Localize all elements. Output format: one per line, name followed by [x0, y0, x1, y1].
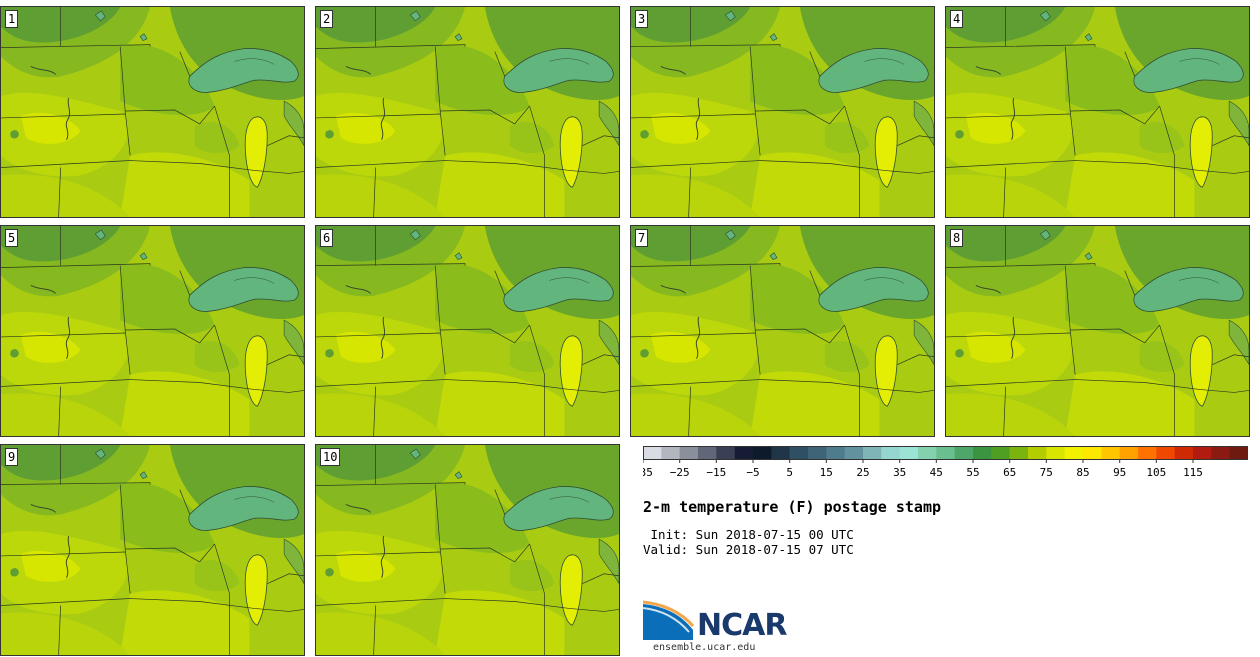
colorbar-tick-label: 65 — [1003, 466, 1016, 479]
colorbar-segment — [1211, 446, 1231, 460]
colorbar-segment — [1101, 446, 1121, 460]
colorbar-tick-label: 75 — [1040, 466, 1053, 479]
panel-number-label: 2 — [320, 10, 334, 28]
colorbar-tick-label: 15 — [820, 466, 833, 479]
colorbar-segment — [881, 446, 901, 460]
map-panel-3: 3 — [630, 6, 935, 218]
map-panel-9: 9 — [0, 444, 305, 656]
map-panel-1: 1 — [0, 6, 305, 218]
colorbar-tick-label: −5 — [746, 466, 759, 479]
colorbar-tick-label: 45 — [930, 466, 943, 479]
panel-number-label: 10 — [320, 448, 341, 466]
panel-number-label: 8 — [950, 229, 964, 247]
colorbar-segment — [1009, 446, 1029, 460]
colorbar-segment — [1046, 446, 1066, 460]
colorbar-segment — [734, 446, 754, 460]
colorbar-segment — [899, 446, 919, 460]
colorbar-tick-label: −15 — [706, 466, 726, 479]
colorbar-tick-label: 35 — [893, 466, 906, 479]
time-info: Init: Sun 2018-07-15 00 UTC Valid: Sun 20… — [643, 527, 854, 557]
colorbar-segment — [826, 446, 846, 460]
colorbar-segment — [1083, 446, 1102, 460]
map-panel-5: 5 — [0, 225, 305, 437]
colorbar-segment — [936, 446, 956, 460]
colorbar-segment — [698, 446, 717, 460]
colorbar-segment — [808, 446, 827, 460]
colorbar-segment — [753, 446, 772, 460]
ncar-logo-mark-icon — [643, 600, 695, 640]
colorbar-tick-label: 95 — [1113, 466, 1126, 479]
map-panel-4: 4 — [945, 6, 1250, 218]
panel-number-label: 3 — [635, 10, 649, 28]
colorbar-segment — [643, 446, 662, 460]
temperature-colorbar: −35 −25 −15 −5 5 15 25 35 45 55 65 75 85 95 105 115 — [643, 446, 1248, 482]
panel-number-label: 9 — [5, 448, 19, 466]
ncar-logo: NCAR ensemble.ucar.edu — [643, 600, 803, 656]
colorbar-tick-label: 5 — [786, 466, 793, 479]
colorbar-segment — [789, 446, 809, 460]
colorbar-segment — [954, 446, 974, 460]
panel-number-label: 6 — [320, 229, 334, 247]
colorbar-segment — [661, 446, 681, 460]
colorbar-tick-label: 85 — [1076, 466, 1089, 479]
colorbar-tick-label: 105 — [1146, 466, 1166, 479]
panel-number-label: 5 — [5, 229, 19, 247]
colorbar-segment — [1229, 446, 1248, 460]
colorbar-segment — [716, 446, 736, 460]
map-panel-8: 8 — [945, 225, 1250, 437]
ncar-url: ensemble.ucar.edu — [653, 642, 756, 653]
colorbar-segment — [918, 446, 937, 460]
colorbar-tick-label: −25 — [670, 466, 690, 479]
panel-number-label: 1 — [5, 10, 19, 28]
colorbar-tick-label: 55 — [966, 466, 979, 479]
colorbar-tick-label: −35 — [643, 466, 653, 479]
ncar-wordmark: NCAR — [697, 608, 787, 643]
panel-number-label: 7 — [635, 229, 649, 247]
map-panel-2: 2 — [315, 6, 620, 218]
panel-number-label: 4 — [950, 10, 964, 28]
chart-title: 2-m temperature (F) postage stamp — [643, 498, 942, 516]
colorbar-segment — [1138, 446, 1157, 460]
colorbar-segment — [1174, 446, 1194, 460]
colorbar-tick-label: 115 — [1183, 466, 1203, 479]
colorbar-segment — [1156, 446, 1176, 460]
valid-time: Valid: Sun 2018-07-15 07 UTC — [643, 542, 854, 557]
colorbar-segment — [973, 446, 992, 460]
map-panel-7: 7 — [630, 225, 935, 437]
map-panel-6: 6 — [315, 225, 620, 437]
colorbar-segment — [1193, 446, 1212, 460]
colorbar-segment — [991, 446, 1011, 460]
colorbar-segment — [1119, 446, 1139, 460]
colorbar-segment — [844, 446, 864, 460]
colorbar-segment — [679, 446, 699, 460]
colorbar-segment — [1064, 446, 1084, 460]
colorbar-segment — [771, 446, 791, 460]
colorbar-segment — [863, 446, 882, 460]
init-time: Init: Sun 2018-07-15 00 UTC — [643, 527, 854, 542]
colorbar-segment — [1028, 446, 1047, 460]
map-panel-10: 10 — [315, 444, 620, 656]
colorbar-tick-label: 25 — [856, 466, 869, 479]
